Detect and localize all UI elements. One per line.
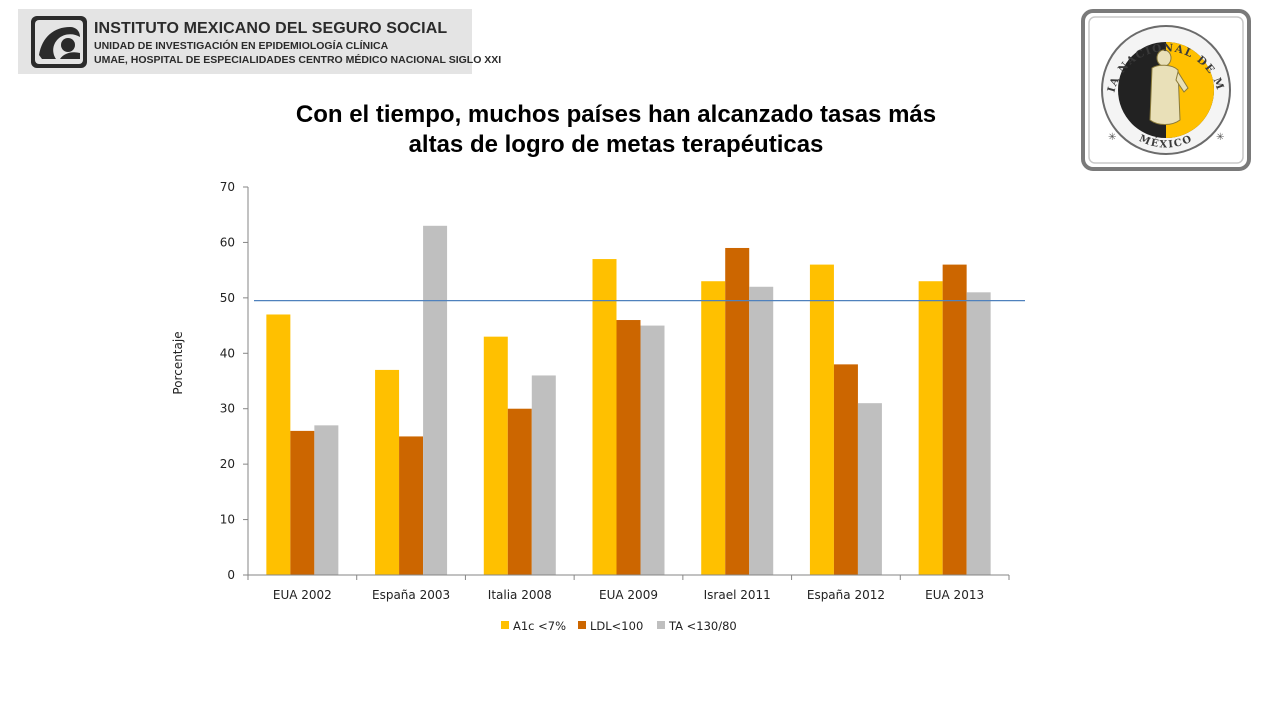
bar-2-7 [942, 264, 967, 575]
bar-2-4 [616, 320, 641, 575]
legend-swatch-1 [501, 621, 509, 629]
chart-legend-group: A1c <7% LDL<100 TA <130/80 [501, 619, 737, 633]
x-category-label-2: España 2003 [372, 588, 450, 602]
legend-label-1: A1c <7% [513, 619, 566, 633]
legend-label-2: LDL<100 [590, 619, 643, 633]
bar-1-4 [592, 259, 617, 575]
bar-2-2 [399, 436, 424, 575]
chart-axes-group: 0 10 20 30 40 50 60 70 EUA 2002 España 2003 Italia… [171, 180, 1010, 602]
slide-title-line-1: Con el tiempo, muchos países han alcanza… [295, 101, 937, 128]
y-tick-label-5: 40 [220, 346, 235, 360]
bar-1-1 [266, 314, 291, 575]
bar-3-6 [857, 403, 882, 575]
legend-swatch-2 [578, 621, 586, 629]
bar-2-6 [833, 364, 858, 575]
bar-3-1 [314, 425, 339, 575]
bar-1-7 [918, 281, 943, 575]
slide-title: Con el tiempo, muchos países han alcanza… [200, 100, 1032, 160]
y-axis-title: Porcentaje [171, 331, 185, 394]
bar-2-3 [507, 408, 532, 575]
x-category-label-4: EUA 2009 [599, 588, 658, 602]
bar-3-4 [640, 325, 665, 575]
y-tick-label-8: 70 [220, 180, 235, 194]
imss-header-banner: INSTITUTO MEXICANO DEL SEGURO SOCIAL UNI… [18, 9, 501, 74]
bar-3-2 [423, 225, 448, 576]
bar-2-1 [290, 430, 315, 575]
bar-1-3 [483, 336, 508, 575]
bar-3-7 [966, 292, 991, 575]
hospital-name: UMAE, HOSPITAL DE ESPECIALIDADES CENTRO … [94, 54, 502, 66]
bar-2-5 [725, 247, 750, 575]
x-category-label-5: Israel 2011 [704, 588, 771, 602]
research-unit-name: UNIDAD DE INVESTIGACIÓN EN EPIDEMIOLOGÍA… [94, 40, 389, 52]
bar-1-2 [375, 369, 400, 575]
x-category-label-1: EUA 2002 [273, 588, 332, 602]
y-tick-label-7: 60 [220, 235, 235, 249]
seal-star-right-icon: ✳ [1216, 132, 1224, 143]
legend-swatch-3 [657, 621, 665, 629]
bar-1-6 [809, 264, 834, 575]
seal-star-left-icon: ✳ [1108, 132, 1116, 143]
y-tick-label-2: 10 [220, 513, 235, 527]
academia-nacional-de-medicina-seal: ACADEMIA NACIONAL DE MEDICINA MÉXICO ✳ ✳ [1080, 8, 1251, 171]
slide-title-line-2: altas de logro de metas terapéuticas [408, 131, 824, 158]
imss-logo-icon [31, 16, 87, 68]
x-category-label-7: EUA 2013 [925, 588, 984, 602]
bar-3-5 [749, 286, 774, 575]
institution-name: INSTITUTO MEXICANO DEL SEGURO SOCIAL [94, 20, 448, 37]
y-tick-label-6: 50 [220, 291, 235, 305]
x-category-label-6: España 2012 [807, 588, 885, 602]
legend-label-3: TA <130/80 [668, 619, 737, 633]
chart-bars-group [266, 225, 991, 576]
y-tick-label-4: 30 [220, 402, 235, 416]
y-tick-label-3: 20 [220, 457, 235, 471]
x-category-label-3: Italia 2008 [488, 588, 552, 602]
bar-1-5 [701, 281, 726, 575]
y-tick-label-1: 0 [227, 568, 235, 582]
bar-3-3 [531, 375, 556, 575]
